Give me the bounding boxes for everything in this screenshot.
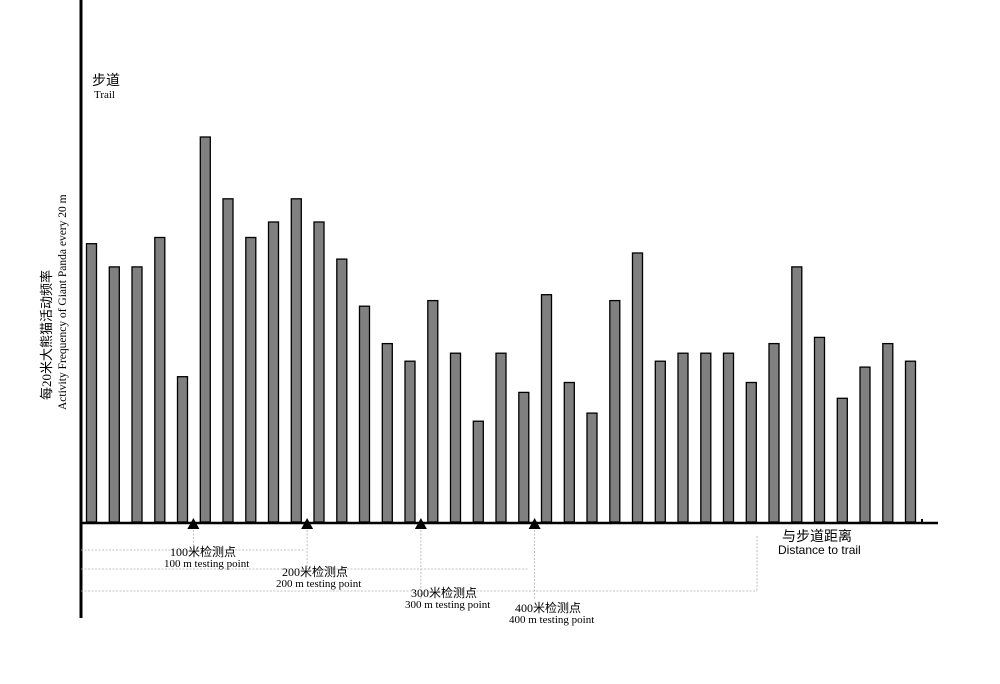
bar-36 bbox=[882, 342, 894, 523]
bar-21 bbox=[540, 294, 553, 523]
testing-point-label-cn-3: 300米检测点 bbox=[411, 585, 477, 600]
origin-label-cn: 步道 bbox=[92, 73, 120, 89]
bar-16 bbox=[427, 299, 439, 523]
bar-17 bbox=[449, 352, 462, 523]
bar-10 bbox=[290, 198, 302, 523]
origin-label-en: Trail bbox=[94, 89, 115, 101]
bar-22 bbox=[563, 381, 575, 523]
bar-15 bbox=[404, 360, 416, 523]
bar-31 bbox=[768, 342, 780, 523]
bar-6 bbox=[199, 136, 211, 523]
bar-30 bbox=[745, 381, 757, 523]
testing-point-marker-3 bbox=[414, 518, 427, 529]
y-axis-label-en: Activity Frequency of Giant Panda every … bbox=[57, 194, 69, 410]
testing-points-group bbox=[81, 518, 541, 600]
testing-point-label-en-4: 400 m testing point bbox=[509, 614, 594, 626]
bar-23 bbox=[586, 412, 598, 523]
testing-point-label-cn-4: 400米检测点 bbox=[515, 600, 581, 615]
testing-point-marker-1 bbox=[187, 518, 200, 529]
bar-27 bbox=[677, 352, 689, 523]
bar-7 bbox=[222, 198, 234, 523]
x-axis-label-en: Distance to trail bbox=[778, 543, 861, 557]
bar-2 bbox=[108, 266, 120, 523]
distance-brackets bbox=[81, 536, 758, 592]
bar-33 bbox=[813, 336, 826, 523]
bar-14 bbox=[381, 342, 393, 523]
bar-8 bbox=[245, 236, 257, 523]
bar-24 bbox=[609, 299, 621, 523]
bar-25 bbox=[631, 252, 644, 523]
testing-point-label-en-1: 100 m testing point bbox=[164, 558, 249, 570]
bar-3 bbox=[131, 266, 143, 523]
y-axis-label-cn: 每20米大熊猫活动频率 bbox=[39, 270, 54, 400]
bar-9 bbox=[267, 221, 280, 523]
bar-35 bbox=[859, 366, 871, 523]
bar-5 bbox=[176, 376, 189, 523]
bar-13 bbox=[358, 305, 371, 523]
bars-group bbox=[85, 136, 917, 523]
testing-point-label-cn-1: 100米检测点 bbox=[170, 544, 236, 559]
bar-20 bbox=[518, 391, 530, 523]
bar-11 bbox=[313, 221, 325, 523]
bar-1 bbox=[85, 243, 98, 523]
bar-26 bbox=[654, 360, 666, 523]
bar-18 bbox=[472, 420, 484, 523]
bar-29 bbox=[722, 352, 735, 523]
bar-19 bbox=[495, 352, 507, 523]
bar-12 bbox=[336, 258, 348, 523]
testing-point-label-en-3: 300 m testing point bbox=[405, 599, 490, 611]
testing-point-marker-2 bbox=[301, 518, 314, 529]
x-axis-label-cn: 与步道距离 bbox=[782, 528, 852, 545]
bar-32 bbox=[791, 266, 803, 523]
testing-point-marker-4 bbox=[528, 518, 541, 529]
bar-4 bbox=[154, 236, 166, 523]
bar-28 bbox=[700, 352, 712, 523]
testing-point-label-cn-2: 200米检测点 bbox=[282, 564, 348, 579]
bar-34 bbox=[836, 397, 848, 523]
testing-point-label-en-2: 200 m testing point bbox=[276, 578, 361, 590]
bar-37 bbox=[904, 360, 917, 523]
